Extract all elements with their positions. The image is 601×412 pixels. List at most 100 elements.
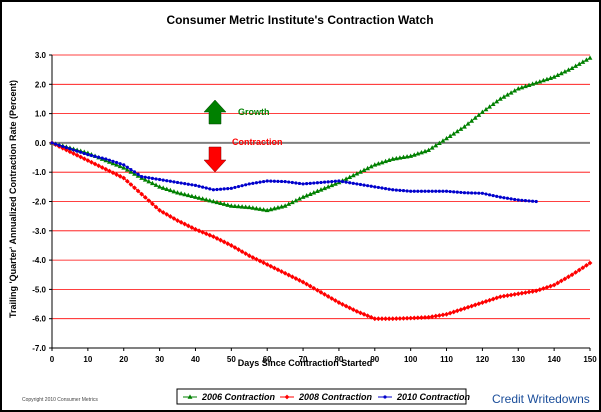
data-point (185, 223, 191, 229)
data-point (71, 148, 76, 152)
data-point (495, 194, 499, 198)
legend-item: 2010 Contraction (378, 392, 471, 402)
data-point (454, 308, 460, 314)
data-point (444, 189, 449, 193)
data-point (436, 313, 442, 318)
data-point (279, 204, 284, 209)
data-point (537, 287, 543, 293)
data-point (434, 189, 438, 193)
data-point (160, 185, 166, 190)
data-point (325, 294, 331, 299)
legend-marker (383, 395, 387, 399)
data-point (519, 290, 525, 296)
data-point (397, 155, 403, 160)
data-point (587, 55, 593, 60)
data-point (86, 153, 90, 157)
data-point (222, 187, 226, 191)
data-point (305, 182, 309, 186)
data-point (236, 184, 241, 189)
data-point (128, 169, 134, 174)
data-point (57, 143, 61, 147)
data-point (422, 315, 428, 320)
data-point (394, 188, 398, 192)
data-point (89, 159, 94, 165)
data-point (411, 315, 417, 321)
data-point (146, 198, 152, 204)
data-point (383, 316, 388, 322)
data-point (494, 295, 500, 301)
data-point (143, 175, 147, 179)
data-point (487, 104, 492, 109)
data-point (465, 304, 471, 310)
data-point (196, 228, 202, 234)
data-point (469, 303, 475, 309)
data-point (200, 229, 206, 235)
data-point (430, 189, 434, 193)
data-point (322, 291, 327, 297)
data-point (537, 79, 543, 84)
data-point (50, 141, 54, 145)
data-point (71, 151, 76, 156)
data-point (272, 179, 276, 183)
data-point (566, 274, 571, 280)
data-point (172, 180, 176, 184)
data-point (497, 96, 503, 101)
data-point (247, 182, 251, 186)
data-point (236, 247, 241, 252)
data-point (196, 195, 202, 200)
data-point (333, 179, 337, 183)
data-point (584, 262, 589, 268)
data-point (318, 289, 324, 295)
data-point (125, 165, 129, 169)
data-point (319, 180, 323, 185)
data-point (566, 67, 571, 72)
data-point (404, 315, 410, 321)
data-point (104, 157, 108, 161)
growth-label: Growth (238, 107, 270, 117)
series-layer (49, 55, 593, 322)
data-point (63, 147, 69, 153)
data-point (490, 101, 496, 107)
data-point (419, 189, 424, 193)
data-point (508, 292, 514, 298)
data-point (458, 126, 464, 131)
data-point (158, 177, 162, 182)
data-point (275, 205, 281, 210)
contraction-label: Contraction (232, 137, 283, 147)
data-point (297, 196, 302, 201)
data-point (315, 287, 320, 293)
data-point (472, 302, 478, 308)
data-point (171, 216, 177, 221)
data-point (64, 145, 68, 150)
data-point (440, 312, 446, 318)
data-point (354, 308, 360, 314)
data-point (254, 205, 259, 211)
legend-box (176, 388, 467, 405)
data-point (111, 159, 115, 163)
data-point (444, 135, 449, 141)
data-point (519, 84, 525, 90)
data-point (401, 189, 406, 193)
data-point (182, 191, 188, 197)
data-point (201, 185, 205, 189)
data-point (53, 142, 58, 146)
data-point (211, 234, 216, 240)
data-point (437, 189, 441, 193)
data-point (200, 196, 206, 201)
legend-item: 2006 Contraction (183, 392, 276, 402)
data-point (379, 159, 385, 165)
x-tick-label: 60 (263, 355, 272, 364)
data-point (261, 260, 267, 266)
data-point (498, 195, 502, 199)
data-point (398, 188, 402, 192)
data-point (490, 296, 496, 302)
data-point (558, 278, 564, 284)
data-point (304, 193, 310, 198)
data-point (279, 269, 284, 274)
data-point (193, 183, 198, 187)
data-point (218, 237, 223, 243)
data-point (75, 149, 79, 153)
y-tick-label: -5.0 (32, 285, 46, 294)
legend-label: 2008 Contraction (298, 392, 373, 402)
